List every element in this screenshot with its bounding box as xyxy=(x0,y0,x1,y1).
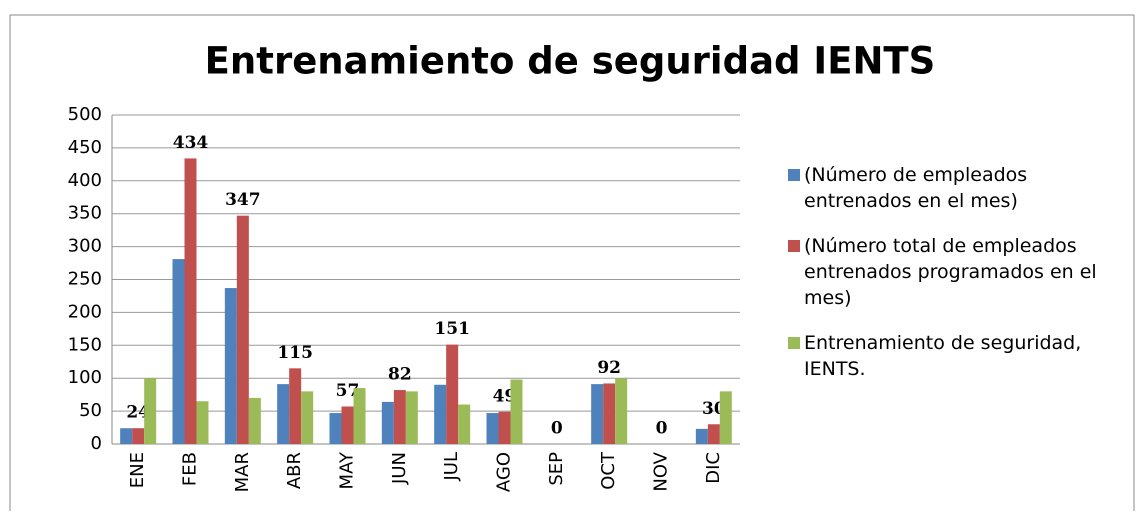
data-label: 115 xyxy=(277,343,313,363)
bar xyxy=(381,401,394,444)
data-label: 0 xyxy=(656,419,668,439)
data-label: 347 xyxy=(225,190,261,210)
bar xyxy=(353,388,366,444)
y-tick-label: 400 xyxy=(68,170,102,191)
y-tick-label: 450 xyxy=(68,137,102,158)
legend-swatch xyxy=(788,240,800,252)
bar xyxy=(434,384,447,444)
legend-label: (Número total de empleados entrenados pr… xyxy=(804,235,1097,309)
bar xyxy=(224,288,237,444)
y-tick-label: 50 xyxy=(79,400,102,421)
bar xyxy=(144,378,157,444)
bar xyxy=(184,158,197,445)
y-tick-label: 500 xyxy=(68,104,102,125)
bar xyxy=(277,384,290,444)
bar xyxy=(719,391,732,444)
data-label: 151 xyxy=(434,319,470,339)
bar xyxy=(248,397,261,444)
x-tick-label: JUN xyxy=(389,452,410,485)
bar xyxy=(486,413,499,444)
bar xyxy=(120,428,133,444)
x-tick-label: ENE xyxy=(127,452,148,488)
bar xyxy=(196,401,209,444)
chart-title: Entrenamiento de seguridad IENTS xyxy=(205,40,936,83)
x-tick-label: OCT xyxy=(598,451,619,490)
legend-item: Entrenamiento de seguridad, IENTS. xyxy=(788,330,1128,382)
bar xyxy=(603,383,616,444)
x-tick-label: MAY xyxy=(337,451,358,489)
bar xyxy=(405,391,418,444)
x-tick-label: FEB xyxy=(180,452,201,486)
bar xyxy=(236,215,249,444)
y-tick-label: 100 xyxy=(68,367,102,388)
bar xyxy=(510,379,523,444)
legend-label: Entrenamiento de seguridad, IENTS. xyxy=(804,332,1082,380)
y-tick-label: 350 xyxy=(68,203,102,224)
x-tick-label: MAR xyxy=(232,452,253,492)
data-label: 92 xyxy=(597,358,621,378)
data-label: 0 xyxy=(551,419,563,439)
bar xyxy=(329,413,342,444)
bar xyxy=(289,368,302,444)
data-label: 49 xyxy=(493,386,517,406)
legend: (Número de empleados entrenados en el me… xyxy=(788,162,1128,401)
y-tick-label: 300 xyxy=(68,236,102,257)
chart-border xyxy=(9,14,1135,515)
bar xyxy=(341,406,354,444)
bar xyxy=(707,424,720,444)
data-label: 57 xyxy=(336,381,360,401)
y-tick-label: 250 xyxy=(68,269,102,290)
data-label: 82 xyxy=(388,365,412,385)
y-tick-label: 150 xyxy=(68,334,102,355)
bar xyxy=(132,428,145,444)
x-tick-label: SEP xyxy=(546,452,567,486)
y-tick-label: 0 xyxy=(91,433,102,454)
bar xyxy=(301,391,314,444)
x-tick-label: DIC xyxy=(703,452,724,484)
bar xyxy=(446,344,459,444)
x-tick-label: ABR xyxy=(284,452,305,489)
x-tick-label: NOV xyxy=(651,451,672,491)
bar xyxy=(695,428,708,444)
data-label: 434 xyxy=(173,133,209,153)
bar xyxy=(498,411,511,444)
legend-item: (Número total de empleados entrenados pr… xyxy=(788,233,1128,311)
x-tick-label: AGO xyxy=(494,452,515,492)
bar xyxy=(393,390,406,444)
bar xyxy=(458,404,471,444)
bar xyxy=(591,384,604,444)
legend-item: (Número de empleados entrenados en el me… xyxy=(788,162,1128,214)
legend-swatch xyxy=(788,337,800,349)
legend-swatch xyxy=(788,169,800,181)
y-tick-label: 200 xyxy=(68,301,102,322)
bar xyxy=(615,378,628,444)
x-tick-label: JUL xyxy=(441,452,462,482)
bar xyxy=(172,259,185,444)
legend-label: (Número de empleados entrenados en el me… xyxy=(804,164,1028,212)
